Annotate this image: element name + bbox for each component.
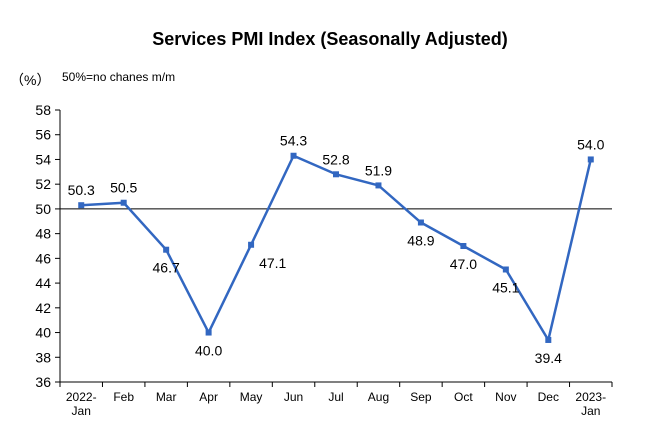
- y-tick-label: 58: [35, 102, 51, 118]
- data-labels: 50.3 50.5 46.7 40.0 47.1 54.3 52.8 51.9 48.9 47.0…: [68, 133, 605, 366]
- y-tick-label: 36: [35, 374, 51, 390]
- x-tick-label: Aug: [368, 390, 389, 404]
- data-point-marker: [120, 199, 127, 206]
- y-tick-label: 38: [35, 349, 51, 365]
- data-point-marker: [248, 241, 255, 248]
- data-point-marker: [290, 152, 297, 159]
- data-label: 54.0: [577, 136, 604, 152]
- data-point-marker: [417, 219, 424, 226]
- y-tick-label: 54: [35, 151, 51, 167]
- data-point-marker: [375, 182, 382, 189]
- y-tick-label: 56: [35, 127, 51, 143]
- data-point-marker: [333, 171, 339, 178]
- x-tick-label: 2023-Jan: [575, 390, 606, 418]
- data-point-marker: [460, 243, 467, 249]
- data-label: 45.1: [492, 279, 519, 295]
- data-point-marker: [78, 202, 85, 209]
- x-tick-label: Feb: [113, 390, 134, 404]
- y-tick-label: 40: [35, 325, 51, 341]
- x-tick-label: Sep: [410, 390, 432, 404]
- y-tick-label: 46: [35, 250, 51, 266]
- x-ticks: 2022-Jan Feb Mar Apr May Jun Jul Aug Sep Oct Nov De…: [59, 382, 613, 418]
- x-tick-label: Mar: [156, 390, 177, 404]
- data-label: 47.0: [450, 256, 477, 272]
- x-tick-label: Jul: [328, 390, 343, 404]
- y-tick-label: 52: [35, 176, 51, 192]
- data-label: 52.8: [322, 151, 349, 167]
- x-tick-label: May: [240, 390, 263, 404]
- y-tick-label: 42: [35, 300, 51, 316]
- data-point-marker: [205, 329, 212, 336]
- reference-note: 50%=no chanes m/m: [62, 70, 175, 84]
- y-ticks: 36 38 40 42 44 46 48 50 52 54 56 58: [35, 102, 60, 390]
- data-label: 48.9: [407, 233, 434, 249]
- series-line: [81, 154, 592, 342]
- data-point-marker: [587, 156, 594, 163]
- data-point-marker: [502, 266, 509, 273]
- y-tick-label: 48: [35, 226, 51, 242]
- x-tick-label: 2022-Jan: [66, 390, 97, 418]
- data-label: 46.7: [153, 260, 180, 276]
- data-label: 54.3: [280, 133, 307, 149]
- series-services-pmi: [78, 152, 594, 343]
- data-label: 40.0: [195, 343, 222, 359]
- axes: [59, 110, 612, 383]
- data-label: 51.9: [365, 162, 392, 178]
- y-axis-unit-label: （%）: [10, 72, 50, 88]
- x-tick-label: Jun: [284, 390, 303, 404]
- data-label: 50.3: [68, 182, 95, 198]
- data-label: 50.5: [110, 180, 137, 196]
- data-label: 39.4: [535, 350, 562, 366]
- y-tick-label: 44: [35, 275, 51, 291]
- data-label: 47.1: [259, 255, 286, 271]
- x-tick-label: Oct: [454, 390, 473, 404]
- x-tick-label: Apr: [199, 390, 218, 404]
- y-tick-label: 50: [35, 201, 51, 217]
- chart-title: Services PMI Index (Seasonally Adjusted): [152, 29, 507, 49]
- data-point-marker: [545, 336, 552, 343]
- x-tick-label: Dec: [538, 390, 559, 404]
- x-tick-label: Nov: [495, 390, 516, 404]
- data-point-marker: [163, 246, 170, 253]
